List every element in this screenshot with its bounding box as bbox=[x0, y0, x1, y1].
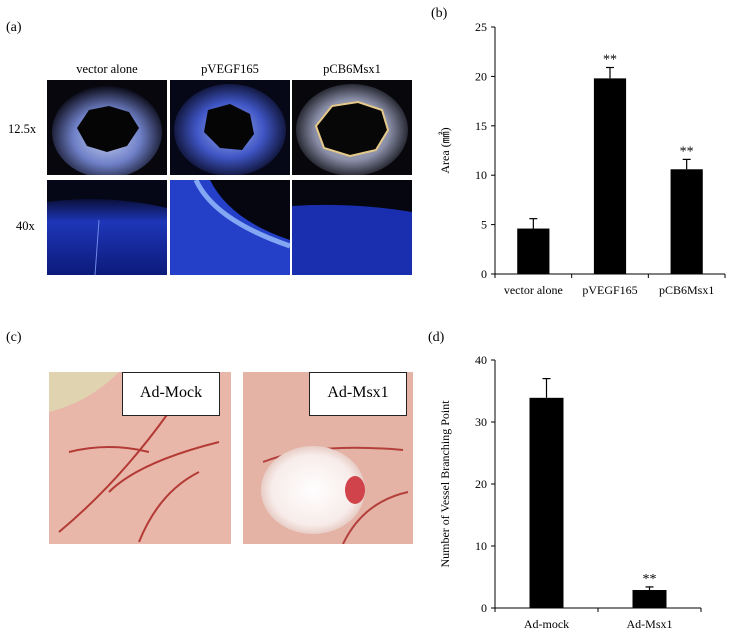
column-label-pcb6msx1: pCB6Msx1 bbox=[323, 62, 381, 76]
y-tick-label: 0 bbox=[481, 601, 487, 615]
y-tick-label: 20 bbox=[475, 69, 487, 83]
cam-tag-ad-mock: Ad-Mock bbox=[122, 372, 220, 416]
y-tick-label: 15 bbox=[475, 119, 487, 133]
y-axis-label: Number of Vessel Branching Point bbox=[438, 400, 452, 568]
y-tick-label: 10 bbox=[475, 168, 487, 182]
significance-label: ** bbox=[680, 144, 694, 159]
y-tick-label: 0 bbox=[481, 267, 487, 281]
y-tick-label: 20 bbox=[475, 477, 487, 491]
bar-0 bbox=[517, 228, 550, 274]
x-category-label: vector alone bbox=[504, 283, 563, 297]
panel-label-c: (c) bbox=[6, 330, 22, 345]
micrograph-pcb6msx1-40x bbox=[292, 180, 412, 275]
chart-b: 0 5 10 15 20 25 vector alone ** pVEGF165 ** pCB6Ms… bbox=[438, 20, 726, 297]
x-category-label: Ad-Msx1 bbox=[626, 617, 672, 631]
column-label-pvegf165: pVEGF165 bbox=[201, 62, 259, 76]
bar-1 bbox=[593, 78, 627, 274]
y-tick-label: 40 bbox=[475, 353, 487, 367]
bar-0 bbox=[529, 397, 564, 608]
significance-label: ** bbox=[643, 572, 657, 587]
x-category-label: Ad-mock bbox=[524, 617, 569, 631]
column-label-vector-alone: vector alone bbox=[76, 62, 138, 76]
row-label-40x: 40x bbox=[16, 219, 35, 233]
y-tick-label: 25 bbox=[475, 20, 487, 34]
micrograph-vector-alone-40x bbox=[47, 180, 167, 275]
x-category-label: pVEGF165 bbox=[582, 283, 637, 297]
row-label-12-5x: 12.5x bbox=[8, 122, 37, 136]
micrograph-pvegf165-40x bbox=[170, 180, 290, 275]
y-tick-label: 5 bbox=[481, 218, 487, 232]
micrograph-pcb6msx1-12x bbox=[292, 80, 412, 175]
panel-label-d: (d) bbox=[428, 330, 445, 345]
bar-1 bbox=[632, 590, 667, 608]
y-tick-label: 30 bbox=[475, 415, 487, 429]
x-category-label: pCB6Msx1 bbox=[659, 283, 714, 297]
significance-label: ** bbox=[603, 53, 617, 68]
micrograph-vector-alone-12x bbox=[47, 80, 167, 175]
panel-label-b: (b) bbox=[431, 6, 448, 21]
y-tick-label: 10 bbox=[475, 539, 487, 553]
chart-d: 0 10 20 30 40 Ad-mock ** Ad-Msx1 Number of Vesse… bbox=[438, 353, 702, 631]
cam-tag-ad-msx1: Ad-Msx1 bbox=[309, 372, 407, 416]
y-axis-label: Area (㎟) bbox=[438, 127, 452, 173]
bar-2 bbox=[670, 169, 703, 274]
micrograph-pvegf165-12x bbox=[170, 80, 290, 175]
panel-label-a: (a) bbox=[6, 20, 22, 35]
